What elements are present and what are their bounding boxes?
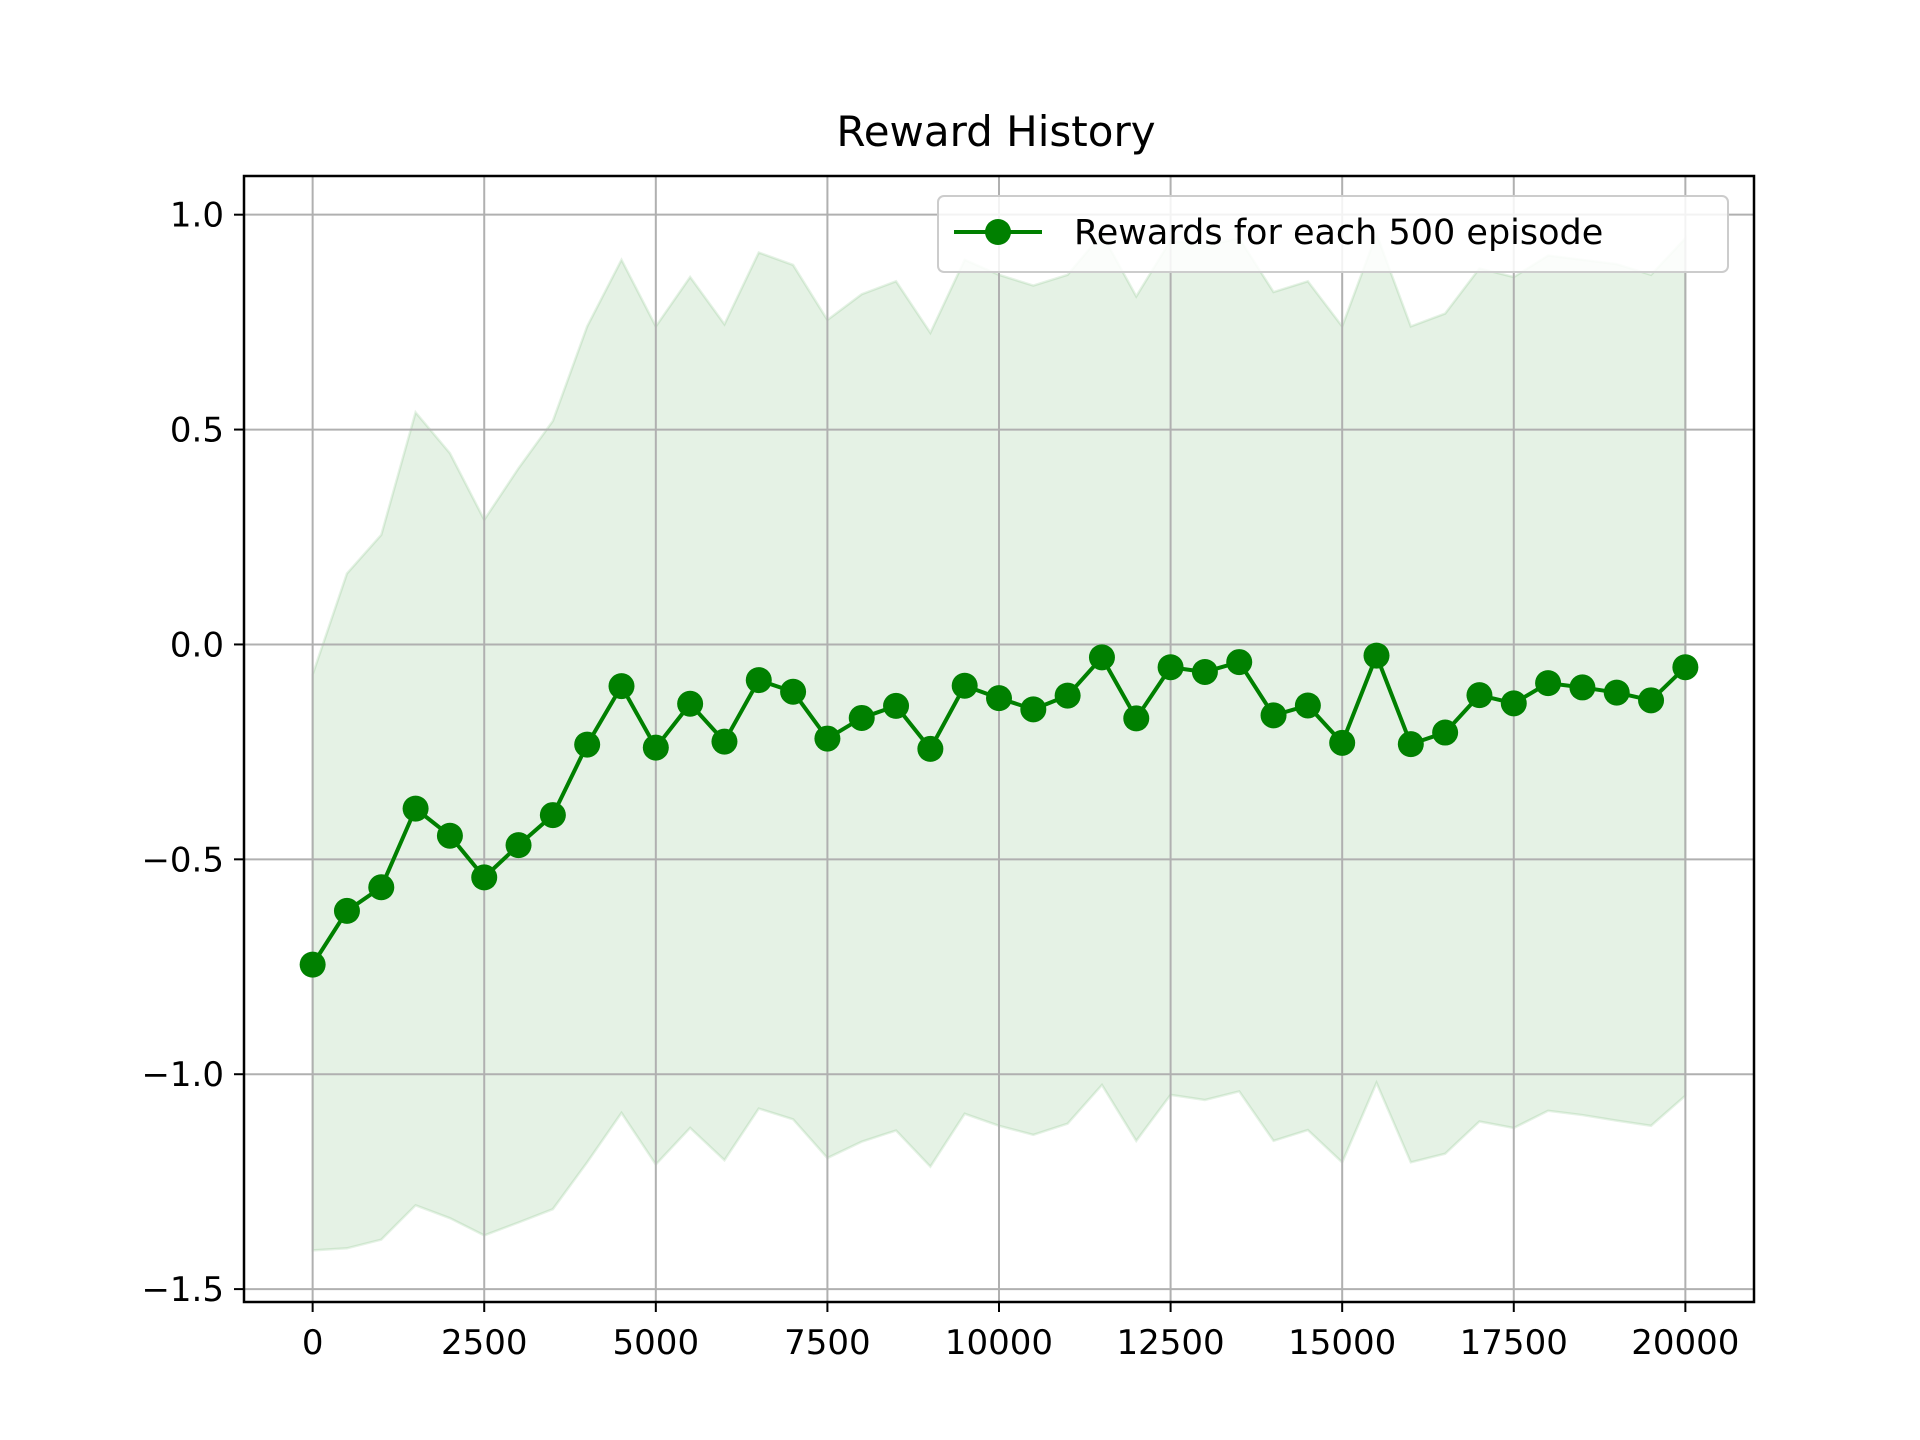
legend-box <box>937 195 1729 273</box>
reward-data-point <box>471 864 498 891</box>
reward-data-point <box>1329 729 1356 756</box>
reward-data-point <box>1603 679 1630 706</box>
x-tick-label: 2500 <box>441 1323 528 1363</box>
reward-data-point <box>883 692 910 719</box>
legend-marker-swatch <box>985 219 1011 245</box>
reward-data-point <box>917 735 944 762</box>
x-tick-label: 15000 <box>1288 1323 1396 1363</box>
reward-data-point <box>505 832 532 859</box>
reward-data-point <box>951 672 978 699</box>
y-tick-label: −1.5 <box>141 1270 224 1310</box>
reward-data-point <box>986 685 1012 712</box>
x-tick-label: 20000 <box>1631 1323 1739 1363</box>
y-tick-label: −1.0 <box>141 1055 224 1095</box>
reward-data-point <box>848 704 875 731</box>
reward-data-point <box>1020 696 1047 723</box>
reward-data-point <box>1123 705 1150 732</box>
reward-data-point <box>402 795 429 822</box>
reward-data-point <box>1088 644 1115 671</box>
plot-area: 0 2500 5000 7500 10000 12500 15000 17500 20000 1.… <box>141 174 1756 1363</box>
reward-data-point <box>299 951 326 978</box>
x-tick-label: 5000 <box>613 1323 700 1363</box>
y-tick-label: −0.5 <box>141 840 224 880</box>
reward-data-point <box>539 802 566 829</box>
x-tick-label: 10000 <box>945 1323 1053 1363</box>
reward-data-point <box>1535 670 1562 697</box>
reward-data-point <box>368 874 395 901</box>
reward-data-point <box>642 734 669 761</box>
reward-data-point <box>1638 687 1665 714</box>
reward-data-point <box>814 725 841 752</box>
reward-data-point <box>1672 654 1699 681</box>
y-tick-label: 1.0 <box>170 196 224 236</box>
x-tick-label: 17500 <box>1460 1323 1568 1363</box>
x-tick-label: 0 <box>302 1323 324 1363</box>
reward-data-point <box>1466 682 1493 709</box>
reward-data-point <box>333 897 360 924</box>
reward-data-point <box>1054 682 1081 709</box>
y-tick-label: 0.5 <box>170 411 224 451</box>
reward-data-point <box>1569 674 1596 701</box>
legend-label: Rewards for each 500 episode <box>1074 213 1603 253</box>
reward-data-point <box>1191 658 1218 685</box>
reward-data-point <box>1260 702 1287 729</box>
reward-data-point <box>1363 642 1390 669</box>
legend: Rewards for each 500 episode <box>937 195 1729 273</box>
chart-title: Reward History <box>836 107 1155 156</box>
reward-data-point <box>1226 649 1253 676</box>
reward-data-point <box>574 731 601 758</box>
reward-data-point <box>1397 731 1424 758</box>
reward-data-point <box>1432 719 1459 746</box>
reward-data-point <box>745 667 772 694</box>
reward-data-point <box>436 822 463 849</box>
reward-data-point <box>780 678 807 705</box>
x-tick-label: 7500 <box>784 1323 871 1363</box>
reward-data-point <box>1294 692 1321 719</box>
reward-data-point <box>608 673 635 700</box>
reward-data-point <box>677 690 704 717</box>
x-tick-label: 12500 <box>1117 1323 1225 1363</box>
reward-data-point <box>1157 654 1184 681</box>
reward-data-point <box>1500 690 1527 717</box>
reward-data-point <box>711 728 738 755</box>
y-tick-label: 0.0 <box>170 625 224 665</box>
